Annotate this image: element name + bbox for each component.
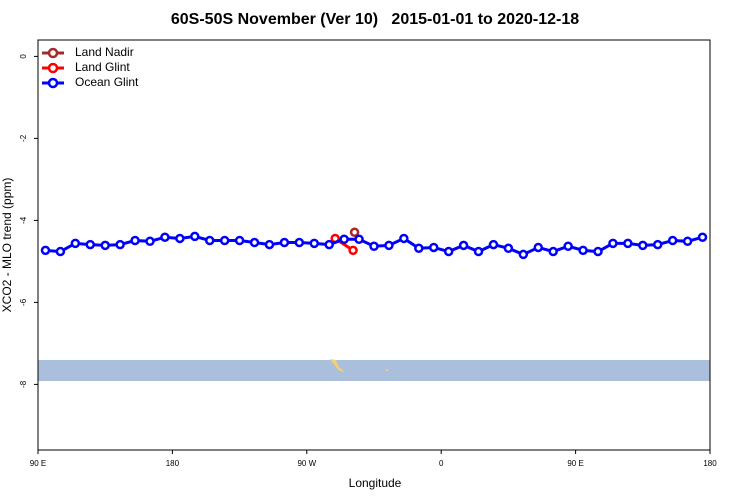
point <box>608 238 618 249</box>
point <box>249 237 260 248</box>
point <box>160 232 170 242</box>
point <box>458 240 469 251</box>
point <box>533 242 544 253</box>
y-tick-label: -2 <box>19 134 28 142</box>
point <box>234 235 245 246</box>
point <box>667 235 678 246</box>
point <box>204 235 215 246</box>
legend-label: Land Glint <box>75 60 130 74</box>
x-axis-label: Longitude <box>349 476 402 490</box>
point <box>130 235 140 246</box>
point <box>384 240 394 251</box>
point <box>697 232 708 242</box>
point <box>324 239 334 250</box>
point <box>563 241 573 251</box>
point <box>175 233 185 244</box>
point <box>348 245 358 256</box>
point <box>652 239 663 250</box>
point <box>40 245 51 256</box>
point <box>145 236 155 247</box>
point <box>443 246 454 257</box>
y-axis-label: XCO2 - MLO trend (ppm) <box>0 178 14 313</box>
x-tick-label: 180 <box>166 459 180 468</box>
x-tick-label: 180 <box>703 459 717 468</box>
point <box>623 238 633 249</box>
legend-label: Land Nadir <box>75 45 134 59</box>
point <box>115 239 125 250</box>
x-tick-label: 0 <box>439 459 444 468</box>
point <box>55 246 66 257</box>
point <box>518 249 529 260</box>
point <box>414 243 424 254</box>
map-strip <box>38 360 710 381</box>
point <box>638 240 648 251</box>
point <box>264 239 275 250</box>
point <box>548 246 558 257</box>
point <box>682 236 693 247</box>
legend-marker <box>47 77 59 89</box>
y-tick-label: 0 <box>19 54 28 59</box>
land-patch <box>386 369 388 371</box>
point <box>503 243 514 254</box>
y-tick-label: -4 <box>19 216 28 224</box>
point <box>339 234 349 245</box>
point <box>473 246 484 257</box>
legend-marker <box>47 62 59 74</box>
point <box>354 234 364 245</box>
point <box>70 238 81 249</box>
point <box>100 240 110 251</box>
point <box>85 239 96 250</box>
point <box>309 238 320 249</box>
point <box>349 227 360 238</box>
point <box>593 246 603 257</box>
y-tick-label: -8 <box>19 380 28 388</box>
point <box>428 242 439 253</box>
point <box>578 245 588 256</box>
y-tick-label: -6 <box>19 298 28 306</box>
point <box>219 235 230 246</box>
legend-label: Ocean Glint <box>75 75 139 89</box>
x-tick-label: 90 E <box>567 459 583 468</box>
point <box>190 231 200 242</box>
legend-marker <box>47 47 59 59</box>
x-tick-label: 90 W <box>297 459 316 468</box>
x-tick-label: 90 E <box>30 459 46 468</box>
point <box>294 237 305 248</box>
chart-title: 60S-50S November (Ver 10) 2015-01-01 to … <box>171 11 579 28</box>
point <box>369 241 379 251</box>
point <box>399 233 409 244</box>
plot-frame <box>37 39 711 451</box>
land-patch <box>330 359 345 372</box>
point <box>279 237 290 248</box>
point <box>488 239 499 250</box>
